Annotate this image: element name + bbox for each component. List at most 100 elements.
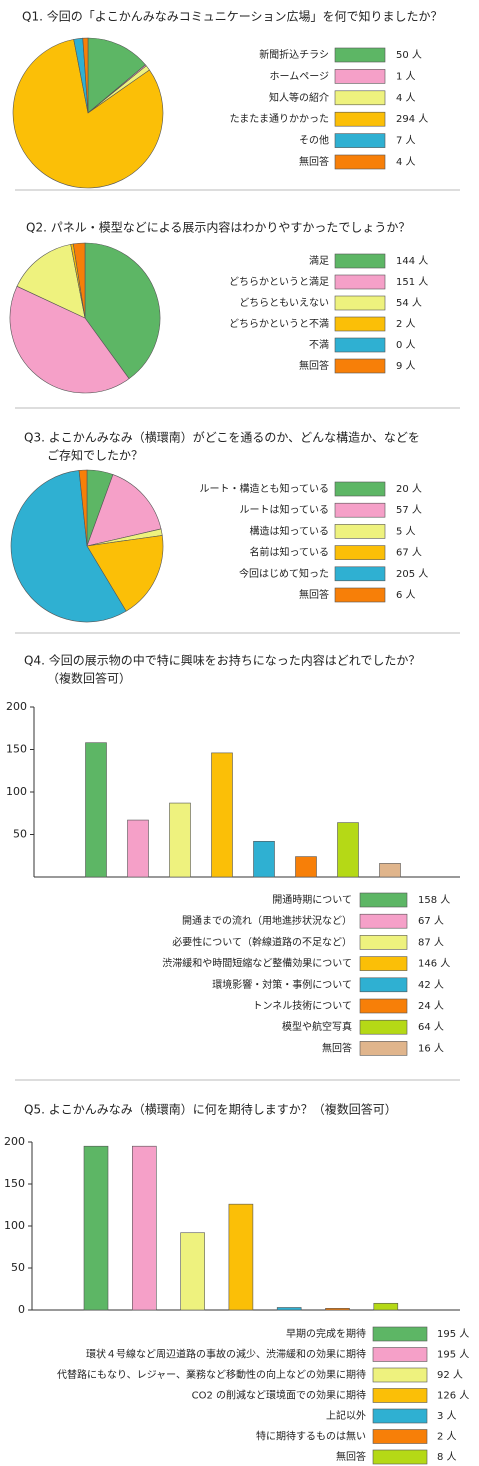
bar [83,1145,109,1311]
legend-swatch [359,998,408,1014]
legend-label: トンネル技術について [253,999,353,1012]
legend-swatch [359,913,408,929]
legend-swatch [372,1429,428,1444]
legend-swatch [334,274,386,290]
pie-slice [10,470,127,623]
legend-label: 不満 [309,339,329,351]
value-label: 1 人 [396,70,416,82]
legend-label: 特に期待するものは無い [256,1430,366,1443]
legend-label: 満足 [309,255,329,267]
legend-label: ホームページ [270,70,330,82]
value-label: 144 人 [396,255,428,267]
legend-swatch [334,481,386,497]
legend-swatch [334,502,386,518]
legend-swatch [359,1019,408,1035]
value-label: 195 人 [437,1349,469,1361]
chart-title: ご存知でしたか？ [47,448,143,463]
chart-title: Q2. パネル・模型などによる展示内容はわかりやすかったでしょうか？ [26,220,410,235]
value-label: 0 人 [396,339,416,351]
pie-slice [86,474,162,547]
legend-label: ルート・構造とも知っている [200,482,330,495]
legend-label: 模型や航空写真 [282,1020,352,1033]
y-tick-label: 100 [4,1219,25,1232]
pie-slice [16,244,86,319]
legend-swatch [334,545,386,560]
y-tick-label: 200 [6,700,27,713]
legend-label: 無回答 [299,359,329,372]
chart-title: Q3. よこかんみなみ（横環南）がどこを通るのか、どんな構造か、などを [24,430,420,445]
legend-label: 無回答 [299,588,329,601]
pie-slice [86,535,164,612]
legend-label: 今回はじめて知った [239,567,329,580]
legend-swatch [359,956,408,971]
legend-label: 早期の完成を期待 [286,1327,366,1340]
value-label: 5 人 [396,525,416,537]
legend-label: 渋滞緩和や時間短縮など整備効果について [162,957,352,970]
value-label: 6 人 [396,589,416,601]
pie-slice [12,39,164,189]
value-label: 7 人 [396,135,416,147]
legend-label: 無回答 [299,155,329,168]
legend-label: どちらともいえない [239,297,329,309]
value-label: 294 人 [396,113,428,125]
value-label: 195 人 [437,1328,469,1340]
bar [211,752,233,878]
value-label: 9 人 [396,360,416,372]
legend-label: 新聞折込チラシ [259,48,329,61]
value-label: 87 人 [418,936,444,948]
legend-swatch [372,1449,428,1465]
legend-swatch [334,47,386,63]
legend-label: 無回答 [336,1450,366,1463]
bar [127,819,149,878]
legend-swatch [372,1408,428,1424]
y-tick-label: 200 [4,1135,25,1148]
legend-swatch [334,154,386,170]
value-label: 57 人 [396,504,422,516]
value-label: 67 人 [418,915,444,927]
value-label: 67 人 [396,547,422,559]
legend-label: 知人等の紹介 [269,91,329,104]
value-label: 16 人 [418,1042,444,1054]
y-tick-label: 150 [6,743,27,756]
value-label: 8 人 [437,1451,457,1463]
bar [373,1302,399,1311]
legend-swatch [372,1367,428,1383]
legend-label: どちらかというと満足 [229,276,329,288]
legend-swatch [334,295,386,311]
bar [337,822,359,878]
legend-swatch [359,977,408,993]
value-label: 54 人 [396,297,422,309]
legend-swatch [334,524,386,539]
bar [325,1308,350,1311]
bar [228,1203,254,1311]
value-label: 4 人 [396,156,416,168]
y-tick-label: 50 [11,1261,25,1274]
legend-swatch [359,1041,408,1056]
pie-slice [9,285,130,394]
pie-slice [82,37,89,114]
bar [169,802,191,878]
legend-label: 環状４号線など周辺道路の事故の減少、渋滞緩和の効果に期待 [86,1348,366,1361]
bar [253,840,275,878]
bar [276,1307,302,1311]
bar [295,856,317,878]
chart-title: Q1. 今回の「よこかんみなみコミュニケーション広場」を何で知りましたか？ [22,9,442,24]
pie-slice [84,242,161,380]
legend-swatch [334,337,386,353]
pie-slice [78,469,88,547]
pie-slice [72,242,86,319]
bar [85,742,107,878]
value-label: 3 人 [437,1410,457,1422]
pie-slice [87,37,146,114]
value-label: 126 人 [437,1390,469,1402]
legend-label: ルートは知っている [240,503,330,516]
legend-label: 代替路にもなり、レジャー、業務など移動性の向上などの効果に期待 [57,1368,366,1381]
legend-label: 開通までの流れ（用地進捗状況など） [182,914,352,927]
legend-label: その他 [299,134,329,147]
y-tick-label: 100 [6,785,27,798]
value-label: 20 人 [396,483,422,495]
bar [180,1232,205,1311]
legend-swatch [334,69,386,84]
